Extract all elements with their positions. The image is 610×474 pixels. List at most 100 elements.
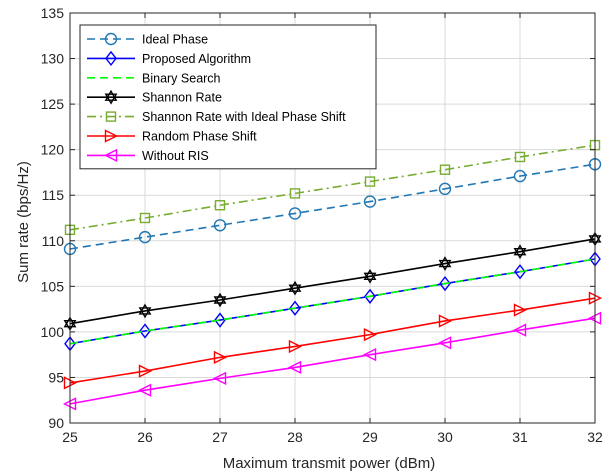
series-marker-triangle-left — [212, 371, 227, 385]
legend-label: Binary Search — [142, 71, 221, 85]
series-marker-triangle-right — [438, 314, 453, 328]
series-line — [69, 297, 596, 384]
series-marker-square — [514, 151, 526, 163]
series-marker-circle — [438, 182, 452, 196]
legend-label: Shannon Rate — [142, 91, 222, 105]
series-marker-hexagram — [288, 280, 302, 296]
series-marker-square — [139, 212, 151, 224]
hexagram-triangle-up — [104, 89, 118, 101]
series-marker-triangle-left — [362, 348, 377, 362]
series-marker-hexagram — [438, 256, 452, 271]
series-marker-square — [105, 111, 117, 122]
series-marker-triangle-left — [437, 336, 452, 350]
series-marker-diamond — [289, 300, 301, 316]
y-tick-label: 95 — [48, 369, 64, 385]
series-marker-diamond — [139, 323, 151, 339]
y-tick-label: 110 — [42, 233, 65, 249]
hexagram-triangle-up — [288, 280, 302, 292]
series-marker-triangle-left — [512, 323, 527, 337]
legend-label: Without RIS — [142, 149, 209, 163]
hexagram-triangle-down — [104, 93, 118, 105]
legend-item: Random Phase Shift — [87, 129, 257, 144]
series-marker-circle — [138, 230, 152, 244]
x-tick-label: 28 — [287, 429, 303, 445]
y-tick-label: 90 — [48, 415, 64, 431]
y-tick-label: 125 — [41, 96, 65, 112]
x-tick-label: 30 — [437, 429, 453, 445]
y-axis-label: Sum rate (bps/Hz) — [15, 161, 32, 283]
hexagram-triangle-up — [363, 268, 377, 281]
y-tick-label: 100 — [41, 324, 65, 340]
hexagram-triangle-down — [288, 284, 302, 296]
hexagram-triangle-up — [513, 244, 527, 256]
x-tick-label: 31 — [512, 429, 528, 445]
legend-label: Random Phase Shift — [142, 130, 257, 144]
hexagram-triangle-down — [138, 307, 152, 319]
hexagram-triangle-up — [213, 292, 227, 304]
legend: Ideal Phase Proposed Algorithm Binary Sear… — [79, 24, 377, 170]
axes — [69, 12, 596, 424]
series-marker-triangle-left — [137, 383, 152, 397]
series-marker-circle — [363, 195, 377, 208]
series-marker-hexagram — [104, 89, 118, 105]
hexagram-triangle-down — [363, 272, 377, 284]
legend-item: Shannon Rate — [87, 89, 222, 105]
series-marker-hexagram — [513, 244, 527, 260]
x-tick-label: 26 — [137, 429, 153, 445]
series-marker-triangle-right — [513, 303, 528, 317]
series-marker-diamond — [105, 50, 117, 67]
legend-label: Shannon Rate with Ideal Phase Shift — [142, 110, 346, 124]
series-layer — [62, 139, 603, 411]
x-axis-label: Maximum transmit power (dBm) — [223, 455, 436, 472]
series-marker-diamond — [439, 275, 451, 292]
tick-labels: 25 26 27 28 29 30 31 32 90 95 100 105 110 115 120 125 13… — [41, 5, 603, 445]
series-marker-hexagram — [138, 303, 152, 319]
series-marker-square — [289, 188, 301, 199]
y-tick-label: 115 — [42, 187, 65, 203]
series-marker-triangle-right — [213, 350, 228, 365]
legend-item: Without RIS — [87, 148, 209, 163]
y-tick-label: 135 — [41, 5, 65, 21]
series-marker-square — [214, 200, 226, 211]
hexagram-triangle-up — [138, 303, 152, 315]
legend-item: Proposed Algorithm — [87, 50, 251, 67]
series-marker-square — [364, 176, 376, 187]
series-line — [69, 317, 596, 405]
series-marker-triangle-right — [138, 364, 153, 378]
series-marker-circle — [213, 219, 227, 232]
legend-label: Proposed Algorithm — [142, 52, 251, 66]
hexagram-triangle-down — [213, 296, 227, 308]
series-marker-diamond — [214, 312, 226, 328]
series-marker-circle — [288, 207, 302, 220]
legend-item: Shannon Rate with Ideal Phase Shift — [87, 110, 346, 124]
series-marker-triangle-left — [103, 148, 118, 163]
x-tick-label: 25 — [62, 429, 78, 445]
series-marker-hexagram — [213, 292, 227, 308]
series-marker-circle — [104, 32, 118, 46]
series-marker-triangle-right — [363, 327, 378, 342]
axes-box — [69, 12, 596, 424]
series-marker-triangle-right — [288, 339, 303, 354]
series-marker-diamond — [514, 264, 526, 280]
series-marker-diamond — [364, 288, 376, 305]
y-tick-label: 105 — [41, 278, 65, 294]
legend-item: Ideal Phase — [87, 33, 208, 47]
series-line — [69, 258, 596, 345]
y-tick-label: 130 — [41, 51, 65, 67]
x-tick-label: 32 — [587, 429, 603, 445]
hexagram-triangle-up — [438, 256, 452, 268]
series-marker-circle — [513, 169, 527, 183]
series-2 — [69, 258, 596, 345]
series-marker-triangle-right — [104, 129, 119, 143]
legend-item: Binary Search — [87, 71, 221, 85]
x-tick-label: 27 — [212, 429, 228, 445]
series-marker-square — [439, 164, 451, 175]
hexagram-triangle-down — [513, 248, 527, 260]
hexagram-triangle-down — [438, 259, 452, 271]
series-line — [69, 163, 596, 250]
legend-label: Ideal Phase — [142, 33, 208, 47]
x-tick-label: 29 — [362, 429, 378, 445]
series-marker-triangle-left — [287, 360, 302, 375]
series-0 — [63, 158, 602, 256]
